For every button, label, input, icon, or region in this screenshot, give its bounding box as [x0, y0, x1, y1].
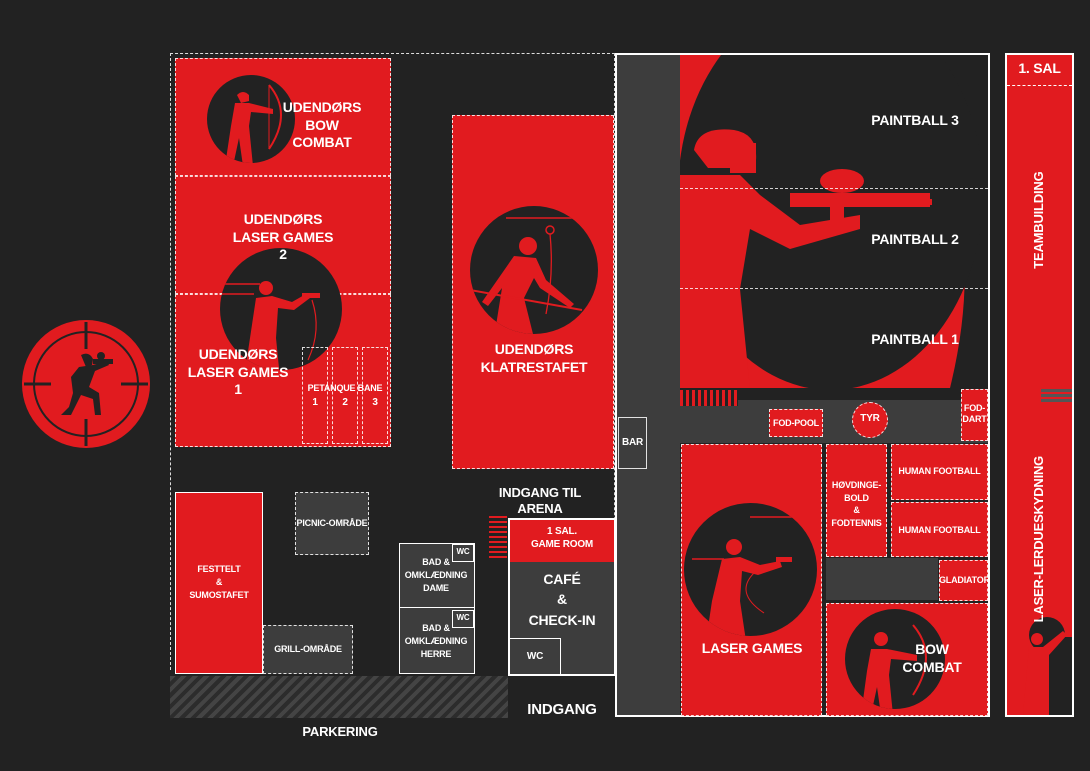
label-cafe: CAFÉ & CHECK-IN: [528, 571, 596, 628]
zone-wc-herre[interactable]: [452, 610, 474, 628]
label-petanque-1: 1: [312, 397, 318, 408]
cross-corridor: [680, 400, 988, 443]
zone-petanque-3[interactable]: [362, 347, 388, 444]
label-picnic: PICNIC-OMRÅDE: [296, 518, 368, 528]
gladiator-corridor: [826, 558, 938, 600]
zone-hovdingebold[interactable]: [826, 444, 887, 557]
zone-fod-pool[interactable]: [769, 409, 823, 437]
zone-tyr[interactable]: [852, 402, 888, 438]
label-wc-herre: WC: [456, 613, 470, 622]
label-wc-dame: WC: [456, 547, 470, 556]
label-entrance: INDGANG: [527, 701, 597, 718]
outdoor-area-boundary: [170, 53, 615, 670]
zone-bar[interactable]: [618, 417, 647, 469]
zone-gladiator[interactable]: [939, 560, 988, 601]
zone-fod-dart[interactable]: [961, 389, 988, 441]
main-corridor: [617, 55, 680, 715]
paintball-area[interactable]: [680, 55, 988, 388]
parking-area[interactable]: [170, 676, 508, 718]
first-floor-column[interactable]: [1005, 53, 1074, 717]
label-laser-lerdueskydning: LASER-LERDUESKYDNING: [1030, 455, 1046, 623]
archer-icon: [861, 624, 927, 709]
label-laser-games: LASER GAMES: [701, 640, 803, 656]
label-outdoor-klatrestafet: UDENDØRS KLATRESTAFET: [480, 341, 588, 375]
zone-petanque-2[interactable]: [332, 347, 358, 444]
label-paintball-3: PAINTBALL 3: [871, 112, 959, 128]
label-petanque: PETANQUE BANE: [307, 383, 383, 393]
label-hovdingebold: HØVDINGE- BOLD & FODTENNIS: [831, 480, 882, 528]
label-outdoor-laser-games-2: UDENDØRS LASER GAMES 2: [232, 211, 334, 262]
label-teambuilding: TEAMBUILDING: [1030, 171, 1046, 269]
label-fod-pool: FOD-POOL: [773, 418, 819, 428]
zone-human-football-1[interactable]: [891, 444, 988, 500]
label-paintball-2: PAINTBALL 2: [871, 231, 959, 247]
changing-building: [399, 543, 475, 674]
zone-picnic[interactable]: [295, 492, 369, 555]
paintball-gate: [680, 390, 738, 406]
stairs: [489, 516, 507, 558]
skeet-shooter-icon: [1023, 617, 1072, 715]
label-bad-dame: BAD & OMKLÆDNING DAME: [404, 557, 468, 594]
archer-circle-indoor: [845, 609, 945, 709]
label-gladiator: GLADIATOR: [939, 575, 990, 585]
label-game-room: 1 SAL. GAME ROOM: [530, 526, 594, 550]
zone-petanque-1[interactable]: [302, 347, 328, 444]
label-grill: GRILL-OMRÅDE: [274, 644, 342, 654]
label-tyr: TYR: [860, 413, 880, 424]
label-human-football-1: HUMAN FOOTBALL: [898, 466, 981, 476]
archer-circle: [207, 75, 295, 163]
label-paintball-1: PAINTBALL 1: [871, 331, 959, 347]
zone-game-room[interactable]: [510, 520, 614, 562]
label-first-floor: 1. SAL: [1018, 60, 1061, 76]
label-entrance-arena: INDGANG TIL ARENA: [498, 485, 582, 517]
label-petanque-3: 3: [372, 397, 378, 408]
zone-wc-cafe[interactable]: [509, 638, 561, 675]
label-wc-cafe: WC: [526, 651, 544, 662]
changing-divider: [399, 607, 475, 608]
label-fod-dart: FOD- DART: [962, 403, 987, 425]
laser-shooter-icon: [692, 516, 817, 636]
climber-circle: [470, 206, 598, 334]
laser-shooter-icon: [220, 281, 320, 370]
laser-circle-outdoor: [220, 248, 342, 370]
label-outdoor-bow-combat: UDENDØRS BOW COMBAT: [282, 99, 362, 150]
laser-circle-indoor: [684, 503, 817, 636]
label-human-football-2: HUMAN FOOTBALL: [898, 525, 981, 535]
zone-grill[interactable]: [263, 625, 353, 674]
label-bar: BAR: [621, 437, 644, 448]
label-outdoor-laser-games-1: UDENDØRS LASER GAMES 1: [187, 346, 289, 397]
archer-icon: [225, 84, 282, 163]
paintball-player-icon: [680, 129, 932, 388]
zone-festtelt[interactable]: [175, 492, 263, 674]
climber-icon: [470, 217, 583, 334]
zone-human-football-2[interactable]: [891, 502, 988, 557]
label-petanque-2: 2: [342, 397, 348, 408]
label-festtelt: FESTTELT & SUMOSTAFET: [189, 564, 249, 601]
label-bow-combat: BOW COMBAT: [902, 641, 962, 675]
logo-crosshair-icon: [21, 319, 151, 449]
label-parkering: PARKERING: [302, 724, 378, 739]
label-bad-herre: BAD & OMKLÆDNING HERRE: [404, 623, 468, 660]
hall-outline: [615, 53, 990, 717]
zone-wc-dame[interactable]: [452, 544, 474, 562]
